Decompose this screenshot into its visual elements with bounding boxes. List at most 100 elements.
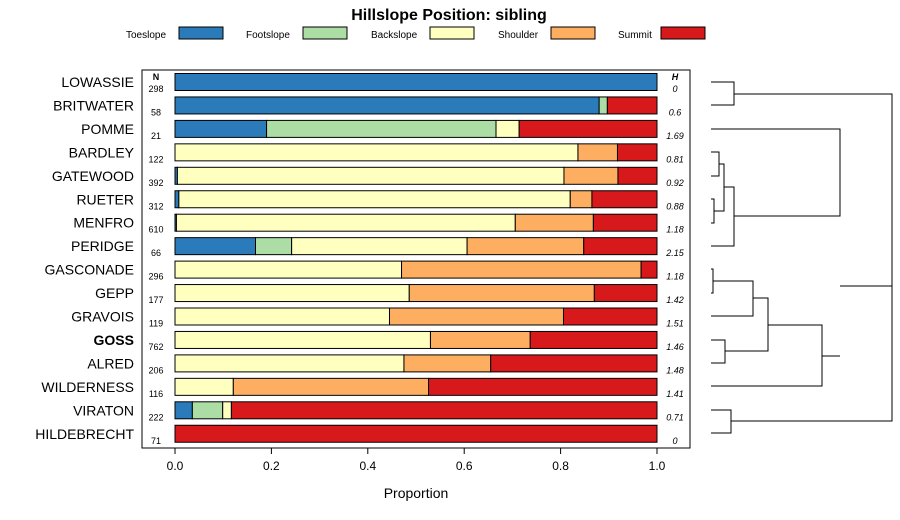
bar-segment-shoulder (429, 330, 531, 349)
bars (174, 73, 658, 443)
h-value: 1.69 (666, 131, 684, 141)
bar-segment-toeslope (174, 401, 193, 420)
row-label: VIRATON (73, 402, 134, 418)
n-value: 392 (148, 178, 163, 188)
bar-segment-toeslope (174, 119, 268, 138)
bar-segment-backslope (176, 166, 565, 185)
h-value: 1.41 (666, 389, 684, 399)
h-value: 0.92 (666, 178, 684, 188)
dendrogram-branch (711, 81, 735, 106)
bar-segment-toeslope (174, 96, 600, 115)
h-value: 0.71 (666, 412, 684, 422)
bar-segment-summit (606, 96, 658, 115)
n-value: 296 (148, 272, 163, 282)
bar-segment-shoulder (401, 260, 642, 279)
dendrogram (711, 81, 893, 434)
n-value: 222 (148, 412, 163, 422)
dendrogram-branch (711, 409, 732, 434)
bar-segment-backslope (174, 307, 390, 326)
x-axis: 0.0 0.2 0.4 0.6 0.8 1.0 (167, 448, 666, 473)
bar-segment-summit (592, 213, 658, 232)
n-value: 610 (148, 225, 163, 235)
n-value: 66 (151, 248, 161, 258)
bar-segment-summit (562, 307, 658, 326)
x-tick-label: 0.8 (552, 459, 569, 473)
row-label: WILDERNESS (41, 379, 134, 395)
legend-swatch (429, 26, 475, 40)
bar-segment-toeslope (174, 73, 658, 91)
n-value: 71 (151, 436, 161, 446)
x-tick-label: 0.6 (456, 459, 473, 473)
legend-label: Footslope (246, 30, 290, 41)
bar-segment-shoulder (466, 237, 585, 256)
h-value: 1.42 (666, 295, 684, 305)
bar-segment-backslope (174, 284, 410, 303)
n-value: 119 (149, 319, 163, 329)
bar-segment-summit (617, 166, 658, 185)
bar-segment-toeslope (174, 190, 180, 209)
bar-segment-backslope (495, 119, 520, 138)
bar-segment-shoulder (388, 307, 564, 326)
plot-frame (141, 69, 691, 449)
bar-segment-backslope (174, 354, 405, 373)
legend-swatch (178, 26, 224, 40)
row-label: RUETER (76, 191, 134, 207)
n-value: 21 (151, 131, 161, 141)
legend: Toeslope Footslope Backslope Shoulder Summit (126, 26, 706, 41)
h-value: 1.18 (666, 272, 684, 282)
row-label: GASCONADE (45, 262, 134, 278)
x-tick-label: 1.0 (649, 459, 666, 473)
x-axis-label: Proportion (384, 485, 449, 501)
bar-segment-summit (490, 354, 658, 373)
row-label: GEPP (95, 285, 134, 301)
legend-label: Shoulder (498, 30, 539, 41)
h-header: H (672, 72, 679, 82)
n-value: 177 (148, 295, 163, 305)
bar-segment-backslope (222, 401, 232, 420)
h-value: 1.48 (666, 365, 684, 375)
row-label: MENFRO (73, 215, 134, 231)
h-value: 1.18 (666, 225, 684, 235)
n-value: 116 (149, 389, 163, 399)
x-tick-label: 0.2 (263, 459, 280, 473)
row-label: POMME (81, 121, 134, 137)
bar-segment-footslope (266, 119, 497, 138)
bar-segment-backslope (174, 330, 431, 349)
h-value: 0.81 (666, 154, 684, 164)
bar-segment-summit (583, 237, 658, 256)
dendrogram-branch (711, 151, 720, 177)
bar-segment-summit (593, 284, 658, 303)
legend-swatch (550, 26, 596, 40)
bar-segment-summit (591, 190, 658, 209)
row-label: BRITWATER (53, 97, 134, 113)
bar-segment-summit (518, 119, 658, 138)
n-value: 206 (148, 365, 163, 375)
row-label: PERIDGE (71, 238, 134, 254)
dendrogram-branch (731, 323, 893, 422)
bar-segment-summit (640, 260, 658, 279)
bar-segment-shoulder (514, 213, 594, 232)
bar-segment-footslope (598, 96, 608, 115)
bar-segment-backslope (178, 190, 571, 209)
legend-swatch (302, 26, 348, 40)
row-label: GOSS (94, 332, 134, 348)
legend-label: Summit (618, 30, 652, 41)
bar-segment-backslope (174, 143, 579, 162)
n-value: 312 (148, 201, 163, 211)
h-value: 0.6 (669, 107, 682, 117)
bar-segment-summit (230, 401, 658, 420)
bar-segment-summit (529, 330, 658, 349)
row-label: GRAVOIS (71, 309, 134, 325)
h-value: 0 (672, 84, 677, 94)
h-value: 1.46 (666, 342, 684, 352)
bar-segment-shoulder (563, 166, 619, 185)
n-header: N (153, 72, 160, 82)
dendrogram-branch (711, 198, 715, 224)
x-tick-label: 0.4 (359, 459, 376, 473)
row-label: ALRED (87, 355, 134, 371)
bar-segment-backslope (291, 237, 468, 256)
legend-label: Toeslope (126, 30, 166, 41)
h-value: 2.15 (665, 248, 685, 258)
n-value: 298 (148, 84, 163, 94)
